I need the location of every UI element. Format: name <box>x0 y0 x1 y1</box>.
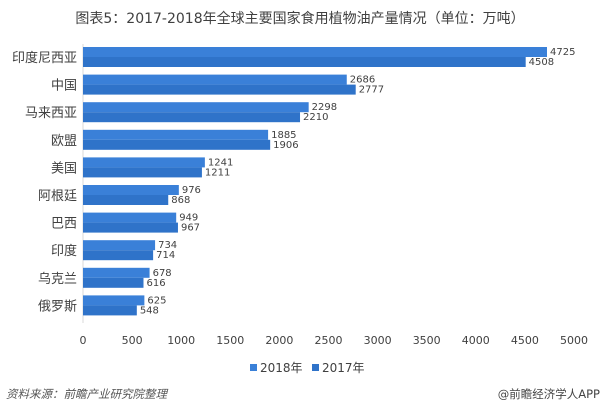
data-label: 1885 <box>271 130 296 141</box>
x-tick-label: 3500 <box>413 334 441 347</box>
x-tick-label: 2500 <box>315 334 343 347</box>
category-label: 印度尼西亚 <box>12 50 77 66</box>
data-label: 678 <box>153 268 172 279</box>
category-label: 乌克兰 <box>38 271 77 287</box>
category-label: 巴西 <box>51 217 77 232</box>
bar-2018年 <box>83 212 177 223</box>
x-tick-label: 3000 <box>364 334 392 347</box>
data-label: 868 <box>171 195 190 206</box>
data-label: 4725 <box>550 47 575 58</box>
data-label: 2210 <box>303 112 328 123</box>
bar-2018年 <box>83 157 205 168</box>
chart-title: 图表5：2017-2018年全球主要国家食用植物油产量情况（单位：万吨） <box>75 11 525 27</box>
legend-label: 2017年 <box>322 361 365 375</box>
data-label: 1211 <box>205 167 230 178</box>
category-label: 俄罗斯 <box>38 299 77 314</box>
bar-2018年 <box>83 74 347 85</box>
x-tick-label: 5000 <box>560 334 588 347</box>
x-tick-label: 4000 <box>462 334 490 347</box>
legend-label: 2018年 <box>260 361 303 375</box>
x-tick-label: 0 <box>80 334 87 347</box>
bar-2018年 <box>83 102 309 113</box>
data-label: 967 <box>181 223 200 234</box>
bar-2017年 <box>83 222 178 233</box>
bar-2018年 <box>83 295 145 306</box>
bar-2018年 <box>83 129 269 140</box>
category-label: 美国 <box>51 161 77 176</box>
bar-2018年 <box>83 185 179 195</box>
x-tick-label: 4500 <box>511 334 539 347</box>
bar-2017年 <box>83 112 301 123</box>
data-label: 2777 <box>359 85 384 96</box>
data-label: 2686 <box>350 75 375 86</box>
category-label: 欧盟 <box>51 134 77 149</box>
bar-2018年 <box>83 240 156 251</box>
category-label: 印度 <box>51 243 77 259</box>
data-label: 616 <box>146 278 165 289</box>
category-label: 阿根廷 <box>38 189 77 204</box>
data-label: 976 <box>182 185 201 196</box>
bar-2017年 <box>83 250 154 261</box>
bar-2017年 <box>83 57 526 67</box>
bar-2018年 <box>83 267 150 278</box>
x-tick-label: 500 <box>122 334 143 347</box>
x-tick-label: 2000 <box>265 334 293 347</box>
bar-2017年 <box>83 139 271 150</box>
data-label: 2298 <box>312 102 337 113</box>
data-label: 1241 <box>208 157 233 168</box>
bar-2017年 <box>83 277 144 288</box>
legend-swatch <box>312 364 319 371</box>
data-label: 1906 <box>273 140 298 151</box>
category-label: 中国 <box>51 79 77 94</box>
data-label: 949 <box>179 213 198 224</box>
x-tick-label: 1000 <box>167 334 195 347</box>
bar-2018年 <box>83 47 547 57</box>
data-label: 625 <box>147 295 166 306</box>
bar-2017年 <box>83 305 137 316</box>
data-label: 734 <box>158 240 177 251</box>
data-label: 548 <box>140 305 159 316</box>
source-note: 资料来源：前瞻产业研究院整理 <box>6 387 167 401</box>
bar-2017年 <box>83 84 356 95</box>
credit-text: @前瞻经济学人APP <box>497 387 600 401</box>
data-label: 4508 <box>529 57 554 68</box>
bar-2017年 <box>83 167 202 178</box>
legend-swatch <box>250 364 257 371</box>
x-tick-label: 1500 <box>216 334 244 347</box>
bar-2017年 <box>83 195 169 205</box>
category-label: 马来西亚 <box>25 106 77 121</box>
data-label: 714 <box>156 250 175 261</box>
